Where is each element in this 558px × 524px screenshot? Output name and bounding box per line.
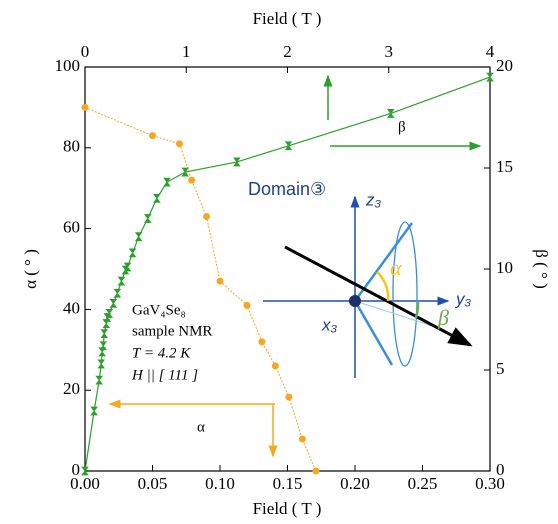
data-point xyxy=(117,276,126,286)
data-point xyxy=(181,167,190,177)
data-point xyxy=(81,103,89,111)
cone-ellipse xyxy=(392,221,418,367)
x-tick-label: 0.15 xyxy=(273,474,303,493)
data-point xyxy=(243,301,251,309)
data-point xyxy=(312,467,320,475)
series-line xyxy=(84,106,317,472)
annotation: GaV₄Se₈ xyxy=(132,302,186,318)
data-point xyxy=(105,309,114,318)
alpha-arc xyxy=(376,271,390,302)
data-point xyxy=(271,362,279,370)
y-tick-label: 40 xyxy=(63,298,80,317)
x-tick-label: 0.05 xyxy=(138,474,168,493)
diagram-title: Domain③ xyxy=(248,179,326,199)
data-point xyxy=(99,341,108,351)
y2-tick-label: 10 xyxy=(496,258,513,277)
y2-tick-label: 0 xyxy=(496,460,505,479)
data-point xyxy=(386,109,395,118)
data-point xyxy=(284,141,293,151)
y-tick-label: 80 xyxy=(63,137,80,156)
data-point xyxy=(123,262,132,272)
data-point xyxy=(153,193,161,203)
data-point xyxy=(216,277,224,285)
y2-tick-label: 20 xyxy=(496,56,513,75)
angle-label: β xyxy=(437,305,449,330)
plot-frame xyxy=(84,66,491,472)
x-axis-label: Field ( T ) xyxy=(253,499,322,518)
data-point xyxy=(97,359,105,369)
data-point xyxy=(100,329,109,339)
y2-tick-label: 5 xyxy=(496,359,505,378)
domain-diagram: Domain③ z₃ y₃ x₃ α β xyxy=(248,179,473,378)
data-point xyxy=(285,393,293,401)
x-tick-label: 0.20 xyxy=(340,474,370,493)
data-point xyxy=(149,132,156,140)
series-line xyxy=(84,76,491,472)
data-point xyxy=(486,72,494,82)
y-tick-label: 100 xyxy=(55,56,81,75)
x2-tick-label: 2 xyxy=(283,42,292,61)
series-label: β xyxy=(398,119,406,135)
y-tick-label: 60 xyxy=(63,218,80,237)
cone-edge xyxy=(353,300,394,366)
annotation: T = 4.2 K xyxy=(132,345,191,361)
y2-tick-label: 15 xyxy=(496,157,513,176)
x2-tick-label: 1 xyxy=(182,42,191,61)
y-tick-label: 0 xyxy=(72,460,81,479)
x2-axis-label: Field ( T ) xyxy=(253,9,322,28)
data-point xyxy=(258,338,266,346)
origin xyxy=(349,295,361,307)
y-tick-label: 20 xyxy=(63,379,80,398)
beta-arc xyxy=(414,300,420,319)
axis-name: y₃ xyxy=(455,289,472,308)
data-point xyxy=(176,140,183,148)
data-point xyxy=(81,466,89,476)
x2-tick-label: 4 xyxy=(486,42,495,61)
data-point xyxy=(203,212,210,220)
data-point xyxy=(128,248,137,258)
x-tick-label: 0.10 xyxy=(205,474,235,493)
field-arrow xyxy=(284,245,473,347)
axis-name: x₃ xyxy=(321,315,338,334)
annotation: sample NMR xyxy=(132,323,212,339)
data-point xyxy=(90,406,98,416)
y2-axis-label: β ( ° ) xyxy=(532,249,551,289)
x-tick-label: 0.25 xyxy=(408,474,438,493)
data-point xyxy=(298,435,306,443)
x-tick-label: 0.30 xyxy=(475,474,505,493)
data-point xyxy=(134,232,143,242)
angle-label: α xyxy=(390,255,402,280)
data-point xyxy=(233,157,241,167)
annotation: H || [ 111 ] xyxy=(131,367,198,383)
data-point xyxy=(143,214,152,223)
data-point xyxy=(188,176,196,184)
series-label: α xyxy=(197,419,205,435)
axis-name: z₃ xyxy=(365,190,382,209)
data-point xyxy=(109,298,118,308)
x2-tick-label: 3 xyxy=(385,42,394,61)
x2-tick-label: 0 xyxy=(81,42,90,61)
x-tick-label: 0.00 xyxy=(70,474,100,493)
data-point xyxy=(95,375,103,385)
y-axis-label: α ( ° ) xyxy=(21,249,40,289)
data-point xyxy=(113,288,122,298)
data-point xyxy=(163,177,171,187)
